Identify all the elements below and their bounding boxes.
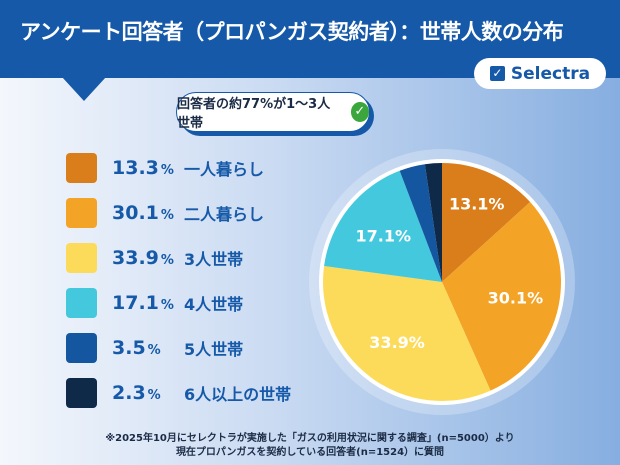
callout-text: 回答者の約77%が1〜3人世帯 bbox=[177, 97, 331, 131]
legend-swatch bbox=[66, 198, 97, 228]
legend-item: 33.9% 3人世帯 bbox=[66, 243, 243, 273]
legend-item: 30.1% 二人暮らし bbox=[66, 198, 264, 228]
legend-swatch bbox=[66, 333, 97, 363]
pie-slice bbox=[442, 202, 561, 391]
legend-item: 2.3% 6人以上の世帯 bbox=[66, 378, 291, 408]
legend-label: 5人世帯 bbox=[184, 340, 244, 359]
footnote-line-2: 現在プロパンガスを契約している回答者(n=1524）に質問 bbox=[175, 447, 445, 458]
legend-value: 17.1% bbox=[112, 292, 174, 314]
legend-label: 6人以上の世帯 bbox=[184, 385, 292, 404]
legend-swatch bbox=[66, 378, 97, 408]
legend-item: 17.1% 4人世帯 bbox=[66, 288, 243, 318]
callout-bubble: 回答者の約77%が1〜3人世帯 ✓ bbox=[176, 92, 370, 132]
check-circle-icon: ✓ bbox=[350, 102, 369, 122]
pie-slice bbox=[323, 266, 491, 402]
legend-label: 3人世帯 bbox=[184, 250, 244, 269]
pie-slice bbox=[399, 164, 442, 282]
legend-label: 一人暮らし bbox=[184, 160, 265, 179]
pie-slice bbox=[324, 170, 442, 282]
page-title: アンケート回答者（プロパンガス契約者）：世帯人数の分布 bbox=[20, 20, 564, 44]
legend-swatch bbox=[66, 243, 97, 273]
brand-name: Selectra bbox=[510, 63, 591, 84]
pie-slice bbox=[424, 163, 442, 282]
check-square-icon: ✓ bbox=[489, 66, 505, 81]
legend-label: 二人暮らし bbox=[184, 205, 265, 224]
legend-item: 3.5% 5人世帯 bbox=[66, 333, 243, 363]
slice-label: 30.1% bbox=[488, 288, 544, 307]
pie-slice bbox=[442, 163, 531, 282]
legend-swatch bbox=[66, 153, 97, 183]
legend-label: 4人世帯 bbox=[184, 295, 244, 314]
legend-value: 13.3% bbox=[112, 157, 174, 179]
legend-item: 13.3% 一人暮らし bbox=[66, 153, 264, 183]
legend-value: 2.3% bbox=[112, 382, 161, 404]
header-banner: アンケート回答者（プロパンガス契約者）：世帯人数の分布 bbox=[0, 0, 620, 78]
legend-value: 3.5% bbox=[112, 337, 161, 359]
banner-pointer bbox=[62, 77, 106, 101]
footnote-line-1: ※2025年10月にセレクトラが実施した「ガスの利用状況に関する調査」(n=50… bbox=[105, 433, 515, 444]
legend-value: 30.1% bbox=[112, 202, 174, 224]
legend-value: 33.9% bbox=[112, 247, 174, 269]
brand-logo: ✓ Selectra bbox=[474, 58, 606, 89]
legend-swatch bbox=[66, 288, 97, 318]
footnote: ※2025年10月にセレクトラが実施した「ガスの利用状況に関する調査」(n=50… bbox=[0, 432, 620, 460]
slice-label: 17.1% bbox=[356, 226, 412, 245]
pie-chart: 13.1% 30.1% 33.9% 17.1% bbox=[309, 149, 575, 415]
slice-label: 13.1% bbox=[449, 195, 505, 214]
slice-label: 33.9% bbox=[369, 333, 425, 352]
